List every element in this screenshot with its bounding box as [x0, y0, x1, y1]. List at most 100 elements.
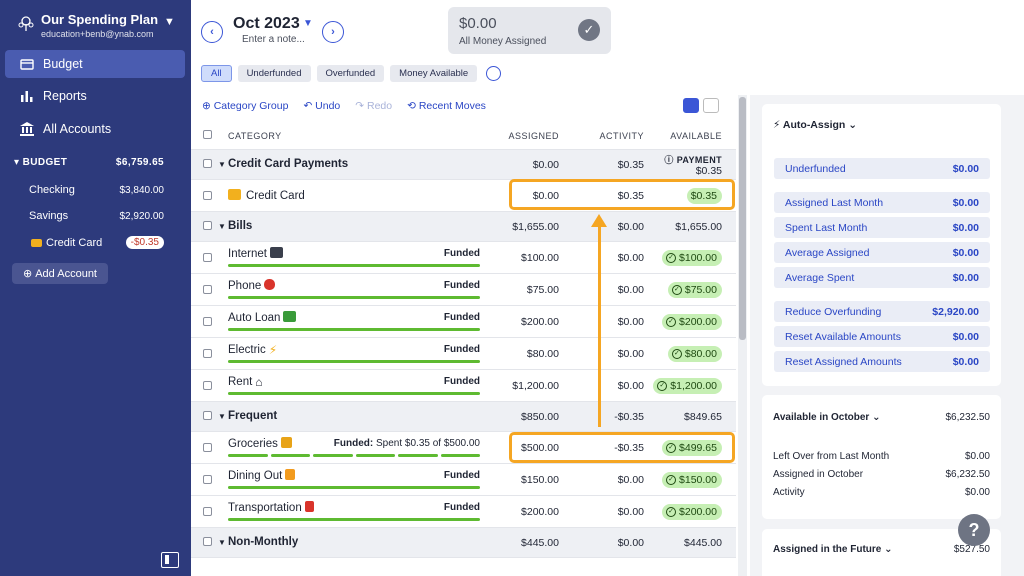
auto-assign-toggle[interactable]: ⚡ Auto-Assign ⌄ [773, 119, 858, 131]
redo-button[interactable]: ↷ Redo [355, 100, 393, 112]
expanded-view-icon[interactable] [683, 98, 699, 113]
row-checkbox[interactable] [203, 317, 212, 326]
row-checkbox[interactable] [203, 159, 212, 168]
activity-cell[interactable]: -$0.35 [614, 442, 644, 454]
available-cell[interactable]: ✓ $1,200.00 [653, 378, 722, 394]
filter-settings-icon[interactable] [486, 66, 502, 81]
activity-cell[interactable]: $0.00 [617, 380, 644, 392]
group-row-credit-card-payments[interactable]: ▼ Credit Card Payments $0.00 $0.35 ⓘ PAY… [191, 150, 736, 180]
caret-down-icon[interactable]: ▼ [218, 538, 226, 547]
month-title[interactable]: Oct 2023 [233, 15, 300, 32]
row-checkbox[interactable] [203, 507, 212, 516]
activity-cell[interactable]: $0.00 [617, 284, 644, 296]
category-row-internet[interactable]: Internet Funded $100.00 $0.00 ✓ $100.00 [191, 242, 736, 274]
header-category[interactable]: CATEGORY [228, 131, 282, 141]
available-cell[interactable]: ✓ $75.00 [667, 282, 722, 298]
row-checkbox[interactable] [203, 191, 212, 200]
auto-assign-average-assigned[interactable]: Average Assigned $0.00 [774, 242, 990, 263]
filter-overfunded[interactable]: Overfunded [316, 65, 385, 82]
activity-cell[interactable]: $0.35 [617, 190, 644, 202]
recent-moves-button[interactable]: ⟲ Recent Moves [407, 100, 486, 112]
nav-budget[interactable]: Budget [5, 50, 185, 78]
available-cell[interactable]: ✓ $80.00 [667, 346, 722, 362]
auto-assign-average-spent[interactable]: Average Spent $0.00 [774, 267, 990, 288]
category-row-rent[interactable]: Rent ⌂ Funded $1,200.00 $0.00 ✓ $1,200.00 [191, 370, 736, 402]
prev-month-button[interactable]: ‹ [201, 21, 223, 43]
assigned-cell[interactable]: $500.00 [521, 442, 559, 454]
nav-all-accounts[interactable]: All Accounts [5, 115, 185, 143]
month-note-input[interactable]: Enter a note... [242, 34, 305, 45]
category-row-phone[interactable]: Phone Funded $75.00 $0.00 ✓ $75.00 [191, 274, 736, 306]
filter-all[interactable]: All [201, 65, 232, 82]
category-row-electric[interactable]: Electric ⚡ Funded $80.00 $0.00 ✓ $80.00 [191, 338, 736, 370]
available-cell[interactable]: $0.35 [686, 188, 722, 204]
account-savings[interactable]: Savings $2,920.00 [29, 210, 164, 222]
row-checkbox[interactable] [203, 253, 212, 262]
auto-assign-spent-last-month[interactable]: Spent Last Month $0.00 [774, 217, 990, 238]
add-category-group-button[interactable]: ⊕ Category Group [202, 100, 289, 112]
category-row-auto-loan[interactable]: Auto Loan Funded $200.00 $0.00 ✓ $200.00 [191, 306, 736, 338]
caret-down-icon[interactable]: ▼ [218, 222, 226, 231]
auto-assign-assigned-last-month[interactable]: Assigned Last Month $0.00 [774, 192, 990, 213]
row-checkbox[interactable] [203, 285, 212, 294]
assigned-cell[interactable]: $100.00 [521, 252, 559, 264]
assigned-cell[interactable]: $200.00 [521, 316, 559, 328]
available-cell[interactable]: ✓ $200.00 [662, 314, 722, 330]
nav-reports[interactable]: Reports [5, 82, 185, 110]
table-scrollbar[interactable] [738, 95, 747, 576]
activity-cell[interactable]: $0.00 [617, 316, 644, 328]
row-checkbox[interactable] [203, 475, 212, 484]
plan-switcher[interactable]: Our Spending Plan education+benb@ynab.co… [10, 10, 182, 44]
compact-view-icon[interactable] [703, 98, 719, 113]
account-credit-card[interactable]: Credit Card -$0.35 [31, 236, 164, 249]
collapse-sidebar-icon[interactable] [161, 552, 179, 568]
available-cell[interactable]: ✓ $200.00 [662, 504, 722, 520]
caret-down-icon[interactable]: ▼ [218, 412, 226, 421]
help-icon[interactable]: ? [958, 514, 990, 546]
activity-cell[interactable]: $0.00 [617, 252, 644, 264]
row-checkbox[interactable] [203, 381, 212, 390]
budget-accounts-toggle[interactable]: ▾ BUDGET $6,759.65 [14, 157, 164, 168]
assigned-cell[interactable]: $150.00 [521, 474, 559, 486]
filter-money-available[interactable]: Money Available [390, 65, 478, 82]
assigned-cell[interactable]: $0.00 [532, 190, 559, 202]
group-row-frequent[interactable]: ▼ Frequent $850.00 -$0.35 $849.65 [191, 402, 736, 432]
category-row-dining-out[interactable]: Dining Out Funded $150.00 $0.00 ✓ $150.00 [191, 464, 736, 496]
category-row-credit-card[interactable]: Credit Card $0.00 $0.35 $0.35 [191, 180, 736, 212]
row-checkbox[interactable] [203, 221, 212, 230]
assigned-cell[interactable]: $200.00 [521, 506, 559, 518]
assigned-cell[interactable]: $1,200.00 [512, 380, 559, 392]
category-row-groceries[interactable]: Groceries Funded: Spent $0.35 of $500.00… [191, 432, 736, 464]
filter-underfunded[interactable]: Underfunded [237, 65, 311, 82]
category-row-transportation[interactable]: Transportation Funded $200.00 $0.00 ✓ $20… [191, 496, 736, 528]
row-checkbox[interactable] [203, 411, 212, 420]
add-account-button[interactable]: ⊕ Add Account [12, 263, 108, 284]
activity-cell[interactable]: $0.00 [617, 474, 644, 486]
assigned-future-toggle[interactable]: Assigned in the Future ⌄ $527.50 [773, 544, 990, 555]
group-row-non-monthly[interactable]: ▼ Non-Monthly $445.00 $0.00 $445.00 [191, 528, 736, 558]
select-all-checkbox[interactable] [203, 130, 212, 139]
chevron-down-icon[interactable]: ▼ [303, 18, 313, 29]
activity-cell[interactable]: $0.00 [617, 506, 644, 518]
auto-assign-reset-available[interactable]: Reset Available Amounts $0.00 [774, 326, 990, 347]
next-month-button[interactable]: › [322, 21, 344, 43]
available-cell[interactable]: ✓ $150.00 [662, 472, 722, 488]
row-checkbox[interactable] [203, 443, 212, 452]
assigned-cell[interactable]: $80.00 [526, 348, 559, 360]
row-checkbox[interactable] [203, 349, 212, 358]
account-balance: $2,920.00 [119, 210, 165, 222]
caret-down-icon[interactable]: ▼ [218, 160, 226, 169]
auto-assign-reduce-overfunding[interactable]: Reduce Overfunding $2,920.00 [774, 301, 990, 322]
available-in-month-toggle[interactable]: Available in October ⌄ $6,232.50 [773, 412, 990, 423]
available-cell[interactable]: ✓ $499.65 [662, 440, 722, 456]
row-checkbox[interactable] [203, 537, 212, 546]
account-checking[interactable]: Checking $3,840.00 [29, 184, 164, 196]
undo-button[interactable]: ↶ Undo [303, 100, 341, 112]
activity-cell[interactable]: $0.00 [617, 348, 644, 360]
auto-assign-underfunded[interactable]: Underfunded $0.00 [774, 158, 990, 179]
auto-assign-reset-assigned[interactable]: Reset Assigned Amounts $0.00 [774, 351, 990, 372]
scrollbar-thumb[interactable] [739, 97, 746, 340]
available-cell[interactable]: ✓ $100.00 [662, 250, 722, 266]
assigned-cell[interactable]: $75.00 [526, 284, 559, 296]
group-row-bills[interactable]: ▼ Bills $1,655.00 $0.00 $1,655.00 [191, 212, 736, 242]
